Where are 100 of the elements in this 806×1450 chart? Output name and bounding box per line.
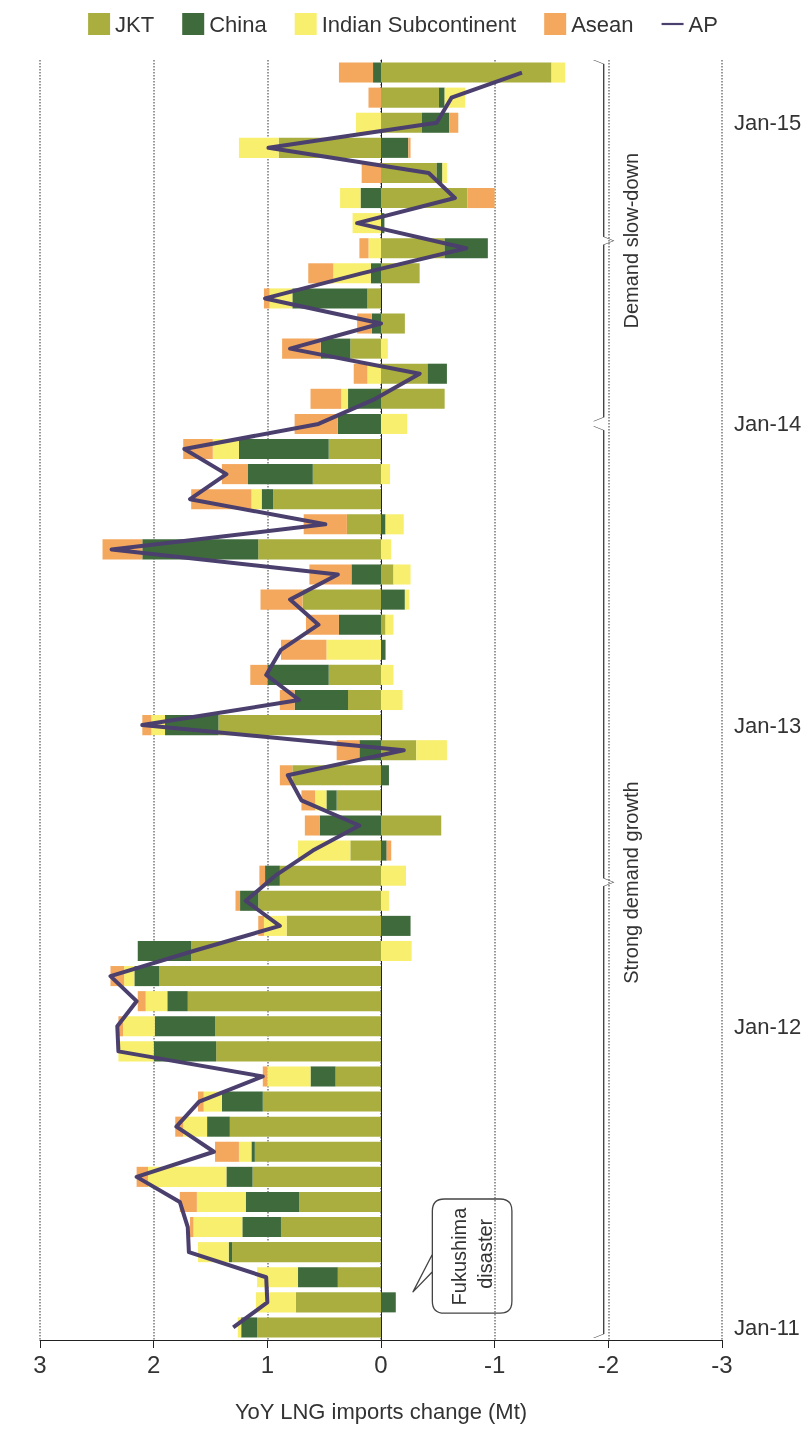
bar (292, 765, 381, 786)
bar (299, 1191, 381, 1212)
bar (335, 1066, 381, 1087)
bar (218, 715, 381, 736)
bar (338, 62, 374, 83)
bar (308, 263, 334, 284)
bar (262, 1091, 381, 1112)
bar (257, 1267, 299, 1288)
bar (312, 464, 381, 485)
bar (226, 1166, 253, 1187)
bar (215, 1141, 239, 1162)
y-tick-label: Jan-11 (734, 1314, 800, 1340)
bar (328, 438, 381, 460)
bar (250, 664, 268, 685)
bar (267, 664, 329, 685)
bar (348, 689, 381, 711)
bar (267, 1066, 311, 1087)
bar (381, 388, 445, 409)
x-tick-label: 2 (146, 1350, 161, 1378)
y-tick-label: Jan-13 (734, 712, 802, 738)
bar (251, 489, 262, 510)
bar (551, 62, 566, 83)
bar (326, 639, 381, 660)
annotation: Fukushima disaster (447, 1206, 496, 1306)
bar (381, 589, 405, 610)
bar (381, 664, 394, 685)
bar (221, 1091, 263, 1112)
bar (385, 614, 394, 635)
bar (328, 664, 381, 685)
bar (326, 790, 337, 811)
bar (273, 489, 381, 510)
bar (216, 1041, 381, 1062)
bar (145, 991, 168, 1012)
bar (241, 1317, 258, 1338)
y-tick-label: Jan-12 (734, 1013, 802, 1039)
bar (280, 1217, 381, 1238)
bar (229, 1116, 381, 1137)
bar (381, 338, 388, 359)
bar (257, 1317, 381, 1338)
bar (381, 815, 442, 836)
bar (159, 966, 381, 987)
bar (215, 1016, 381, 1037)
bar (449, 112, 459, 133)
bar (368, 238, 381, 259)
bar (385, 514, 404, 535)
bar (258, 539, 381, 560)
bar (196, 1191, 246, 1212)
bar (259, 865, 266, 886)
bar (393, 564, 411, 585)
x-tick-label: -1 (483, 1350, 506, 1378)
bar (187, 991, 381, 1012)
x-tick-label: -2 (597, 1350, 620, 1378)
bar (381, 865, 407, 886)
bar (238, 1141, 252, 1162)
bar (381, 62, 552, 83)
bar (292, 288, 368, 309)
bar (381, 564, 394, 585)
bar (134, 966, 160, 987)
bar (153, 1041, 217, 1062)
bar (193, 1217, 243, 1238)
bar (350, 338, 381, 359)
bar (242, 1217, 281, 1238)
bar (238, 137, 279, 158)
annotation: Strong demand growth (619, 781, 642, 984)
bar (252, 1166, 381, 1187)
bar (304, 815, 320, 836)
bar (338, 614, 381, 635)
bar (207, 1116, 230, 1137)
bar (373, 62, 381, 83)
bar (251, 1141, 255, 1162)
bar (294, 689, 349, 711)
bar (298, 1267, 338, 1288)
bar (381, 313, 405, 334)
bar (381, 689, 403, 711)
bar (221, 464, 249, 485)
bar (346, 514, 381, 535)
bar (381, 639, 386, 660)
bar (279, 865, 381, 886)
bar (295, 1292, 381, 1313)
bar (359, 238, 369, 259)
bar (381, 464, 391, 485)
x-tick-label: 0 (374, 1350, 388, 1378)
bar (360, 188, 381, 209)
bar (381, 514, 386, 535)
bar (258, 890, 381, 911)
bar (381, 840, 387, 861)
bar (381, 915, 411, 936)
bar (337, 1267, 381, 1288)
bar (261, 489, 274, 510)
x-axis-title: YoY LNG imports change (Mt) (234, 1398, 528, 1424)
bar (351, 564, 381, 585)
bar (280, 639, 327, 660)
bar (310, 1066, 336, 1087)
bar (238, 438, 329, 460)
bar (302, 589, 381, 610)
bar (191, 940, 381, 962)
y-tick-label: Jan-15 (734, 110, 802, 136)
bar (416, 740, 447, 761)
bar (381, 614, 386, 635)
bar (353, 363, 368, 384)
